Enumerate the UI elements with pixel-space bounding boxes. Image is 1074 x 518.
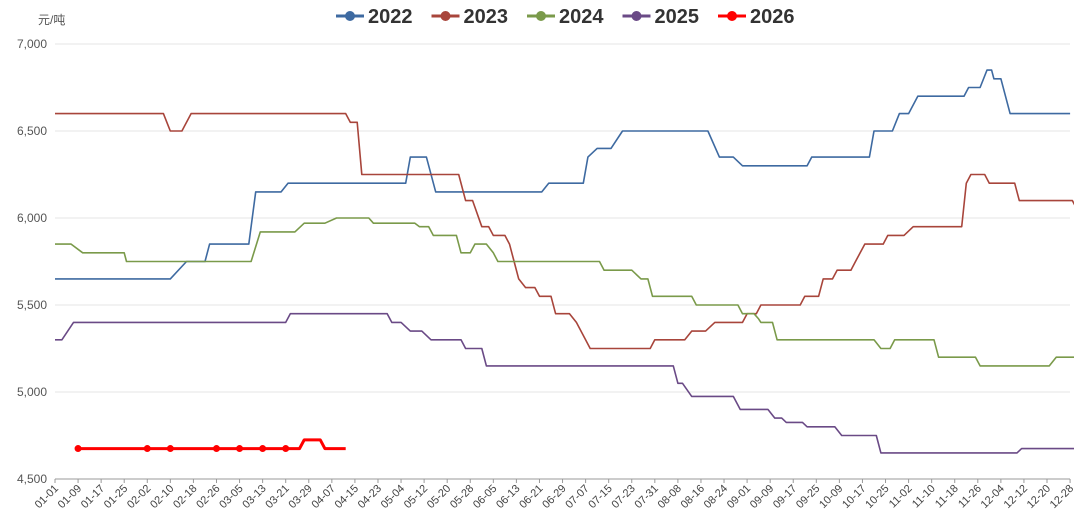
series-line-2025 — [55, 312, 1074, 454]
x-tick-label: 01-17 — [79, 483, 107, 511]
legend-marker-2026 — [727, 11, 737, 21]
x-tick-label: 07-15 — [586, 483, 614, 511]
data-point-2026 — [259, 445, 267, 453]
x-tick-label: 01-01 — [33, 483, 61, 511]
x-tick-label: 11-10 — [910, 483, 938, 511]
y-tick-label: 6,500 — [17, 124, 47, 138]
x-tick-label: 02-02 — [125, 483, 153, 511]
x-tick-label: 02-18 — [171, 483, 199, 511]
series-line-2026 — [78, 438, 346, 451]
x-tick-label: 09-09 — [748, 483, 776, 511]
series-line-2022 — [55, 69, 1071, 280]
data-point-2026 — [74, 445, 82, 453]
x-tick-label: 05-12 — [402, 483, 430, 511]
x-tick-label: 09-17 — [771, 483, 799, 511]
x-tick-label: 10-25 — [863, 483, 891, 511]
x-tick-label: 12-28 — [1048, 483, 1074, 511]
x-tick-label: 10-09 — [817, 483, 845, 511]
x-axis: 01-0101-0901-1701-2502-0202-1002-1802-26… — [33, 479, 1074, 511]
x-tick-label: 08-16 — [679, 483, 707, 511]
series-line-2024 — [55, 217, 1074, 367]
legend-label-2025: 2025 — [655, 6, 700, 28]
x-tick-label: 03-21 — [263, 483, 291, 511]
y-tick-label: 5,500 — [17, 298, 47, 312]
legend-label-2022: 2022 — [368, 6, 413, 28]
x-tick-label: 05-20 — [425, 483, 453, 511]
x-tick-label: 05-04 — [379, 483, 407, 511]
x-tick-label: 08-24 — [702, 483, 730, 511]
x-tick-label: 06-05 — [471, 483, 499, 511]
x-tick-label: 03-05 — [217, 483, 245, 511]
x-tick-label: 02-26 — [194, 483, 222, 511]
x-tick-label: 11-26 — [956, 483, 984, 511]
x-tick-label: 04-07 — [310, 483, 338, 511]
legend: 2022 2023 2024 2025 2026 — [336, 6, 795, 28]
legend-marker-2023 — [440, 11, 451, 21]
unit-label: 元/吨 — [38, 13, 65, 27]
x-tick-label: 06-13 — [494, 483, 522, 511]
y-tick-label: 5,000 — [17, 385, 47, 399]
x-tick-label: 04-15 — [333, 483, 361, 511]
x-tick-label: 09-25 — [794, 483, 822, 511]
data-point-2026 — [282, 445, 290, 453]
y-axis-ticks: 4,500 5,000 5,500 6,000 6,500 7,000 — [17, 37, 47, 486]
y-tick-label: 6,000 — [17, 211, 47, 225]
x-tick-label: 12-04 — [979, 483, 1007, 511]
data-point-2026 — [143, 445, 151, 453]
x-tick-label: 02-10 — [148, 483, 176, 511]
y-tick-label: 4,500 — [17, 472, 47, 486]
y-tick-label: 7,000 — [17, 37, 47, 51]
x-tick-label: 06-21 — [517, 483, 545, 511]
x-tick-label: 04-23 — [356, 483, 384, 511]
data-point-2026 — [236, 445, 244, 453]
legend-marker-2024 — [536, 11, 546, 21]
x-tick-label: 06-29 — [540, 483, 568, 511]
legend-label-2026: 2026 — [750, 6, 795, 28]
data-point-2026 — [166, 445, 174, 453]
x-tick-label: 12-20 — [1025, 483, 1053, 511]
x-tick-label: 11-02 — [887, 483, 915, 511]
legend-marker-2022 — [345, 11, 355, 21]
x-tick-label: 07-23 — [609, 483, 637, 511]
legend-label-2024: 2024 — [559, 6, 604, 28]
x-tick-label: 09-01 — [725, 483, 753, 511]
legend-label-2023: 2023 — [464, 6, 509, 28]
x-tick-label: 03-13 — [240, 483, 268, 511]
x-tick-label: 10-17 — [840, 483, 868, 511]
x-tick-label: 01-25 — [102, 483, 130, 511]
legend-marker-2025 — [631, 11, 642, 21]
series-lines — [55, 69, 1074, 454]
x-tick-label: 11-18 — [933, 483, 961, 511]
x-tick-label: 07-31 — [633, 483, 661, 511]
x-tick-label: 12-12 — [1002, 483, 1030, 511]
x-tick-label: 08-08 — [656, 483, 684, 511]
series-line-2023 — [55, 112, 1074, 350]
x-tick-label: 03-29 — [287, 483, 315, 511]
x-tick-label: 05-28 — [448, 483, 476, 511]
x-tick-label: 01-09 — [56, 483, 84, 511]
data-point-2026 — [212, 445, 220, 453]
x-tick-label: 07-07 — [563, 483, 591, 511]
